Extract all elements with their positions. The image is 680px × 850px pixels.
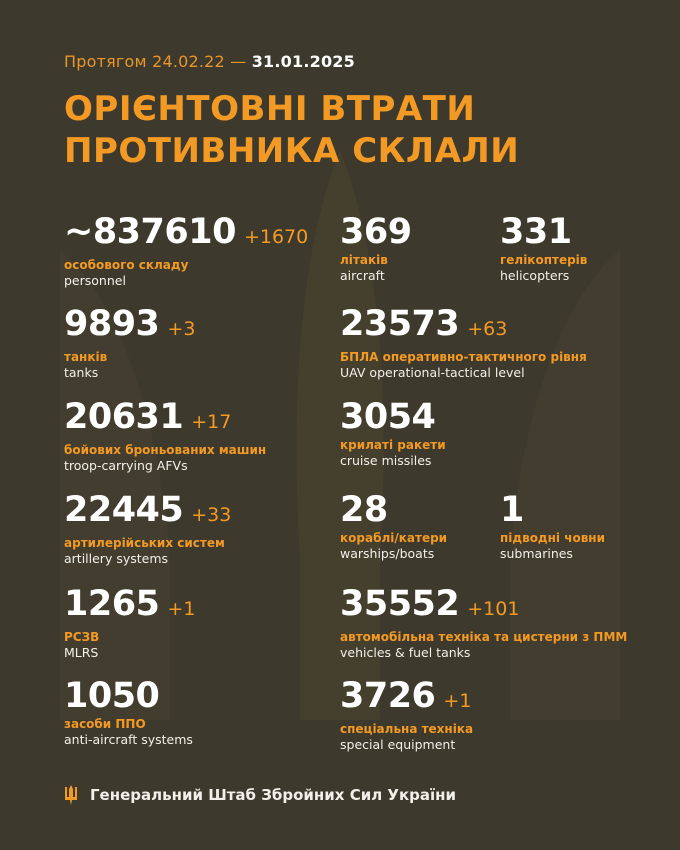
stat-label-ua: літаків [340,253,388,267]
stat-value: 22445 [64,490,184,530]
stat-helicopters: 331 гелікоптерів helicopters [500,212,587,284]
stat-value: 369 [340,212,412,252]
stat-label-en: MLRS [64,645,99,660]
stat-label-en: vehicles & fuel tanks [340,645,471,660]
stat-special-equipment: 3726 +1 спеціальна техніка special equipm… [340,676,473,753]
stat-label-ua: спеціальна техніка [340,722,474,736]
stat-label-ua: РСЗВ [64,630,100,644]
stat-label-ua: автомобільна техніка та цистерни з ПММ [340,630,628,644]
stat-label-en: tanks [64,365,99,380]
stat-label-ua: підводні човни [500,531,605,545]
stat-antiair: 1050 засоби ППО anti-aircraft systems [64,676,193,748]
stat-label-en: warships/boats [340,546,435,561]
stat-value: 23573 [340,304,460,344]
stat-label-ua: особового складу [64,258,189,272]
period-prefix: Протягом 24.02.22 — [64,52,247,71]
stat-aircraft: 369 літаків aircraft [340,212,412,284]
stat-afv: 20631 +17 бойових броньованих машин troop… [64,397,266,474]
stat-tanks: 9893 +3 танків tanks [64,304,195,381]
stat-label-ua: бойових броньованих машин [64,443,267,457]
stat-label-en: aircraft [340,268,385,283]
stat-mlrs: 1265 +1 РСЗВ MLRS [64,584,195,661]
stat-delta: +1 [167,598,196,620]
stat-label-en: submarines [500,546,573,561]
stat-value: 331 [500,212,572,252]
stat-value: 3054 [340,397,436,437]
stat-value: 3726 [340,676,436,716]
stat-submarines: 1 підводні човни submarines [500,490,605,562]
footer-text: Генеральний Штаб Збройних Сил України [90,786,457,804]
stat-vehicles: 35552 +101 автомобільна техніка та цистер… [340,584,627,661]
stat-delta: +17 [191,411,232,433]
title-line-1: ОРІЄНТОВНІ ВТРАТИ [64,89,476,129]
stat-value: 28 [340,490,388,530]
stat-label-ua: засоби ППО [64,717,146,731]
stat-delta: +3 [167,318,196,340]
stat-label-en: UAV operational-tactical level [340,365,525,380]
stat-value: 20631 [64,397,184,437]
stat-personnel: ~837610 +1670 особового складу personnel [64,212,308,289]
stat-label-en: helicopters [500,268,570,283]
stat-artillery: 22445 +33 артилерійських систем artillery… [64,490,231,567]
stat-label-en: anti-aircraft systems [64,732,193,747]
stat-delta: +1670 [243,226,309,248]
footer: Генеральний Штаб Збройних Сил України [64,785,456,805]
stat-label-en: artillery systems [64,551,169,566]
period-range: Протягом 24.02.22 — 31.01.2025 [64,52,355,71]
stat-label-ua: танків [64,350,108,364]
stat-value: 1265 [64,584,160,624]
stat-delta: +33 [191,504,232,526]
stat-label-en: personnel [64,273,126,288]
stat-label-ua: крилаті ракети [340,438,446,452]
title-line-2: ПРОТИВНИКА СКЛАЛИ [64,131,520,171]
stat-value: 1050 [64,676,160,716]
stat-label-ua: артилерійських систем [64,536,225,550]
stat-label-en: cruise missiles [340,453,432,468]
stat-label-en: special equipment [340,737,456,752]
stat-delta: +1 [443,690,472,712]
stat-label-en: troop-carrying AFVs [64,458,188,473]
stat-label-ua: гелікоптерів [500,253,588,267]
stat-value: 1 [500,490,524,530]
trident-icon [65,785,77,805]
page-title: ОРІЄНТОВНІ ВТРАТИ ПРОТИВНИКА СКЛАЛИ [64,88,519,172]
stat-value: ~837610 [64,212,236,252]
stat-label-ua: кораблі/катери [340,531,448,545]
stat-value: 35552 [340,584,460,624]
stat-cruise-missiles: 3054 крилаті ракети cruise missiles [340,397,446,469]
stat-ships: 28 кораблі/катери warships/boats [340,490,447,562]
period-end-date: 31.01.2025 [251,52,355,71]
stat-value: 9893 [64,304,160,344]
stat-label-ua: БПЛА оперативно-тактичного рівня [340,350,587,364]
stat-delta: +101 [467,598,520,620]
stat-delta: +63 [467,318,508,340]
stat-uav: 23573 +63 БПЛА оперативно-тактичного рівн… [340,304,587,381]
